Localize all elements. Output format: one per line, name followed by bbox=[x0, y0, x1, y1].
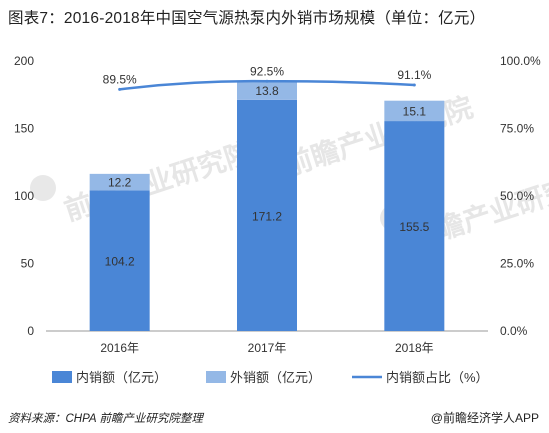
ratio-point bbox=[412, 83, 416, 87]
brand-credit: @前瞻经济学人APP bbox=[430, 411, 539, 425]
y-right-tick-label: 100.0% bbox=[500, 54, 541, 68]
data-label-ratio: 89.5% bbox=[103, 72, 137, 86]
data-label-domestic: 104.2 bbox=[105, 255, 135, 269]
bar-export bbox=[89, 173, 150, 191]
x-tick-label: 2018年 bbox=[395, 341, 434, 355]
data-label-domestic: 171.2 bbox=[252, 209, 282, 223]
bar-domestic bbox=[89, 190, 150, 331]
data-label-domestic: 155.5 bbox=[399, 220, 429, 234]
x-tick-label: 2016年 bbox=[100, 341, 139, 355]
ratio-point bbox=[265, 79, 269, 83]
data-label-ratio: 91.1% bbox=[397, 68, 431, 82]
data-label-export: 15.1 bbox=[403, 104, 427, 118]
data-label-ratio: 92.5% bbox=[250, 64, 284, 78]
legend-swatch-domestic bbox=[52, 371, 72, 383]
chart-title: 图表7：2016-2018年中国空气源热泵内外销市场规模（单位：亿元） bbox=[8, 10, 486, 27]
source-note: 资料来源：CHPA 前瞻产业研究院整理 bbox=[8, 413, 203, 425]
bar-export bbox=[384, 100, 445, 122]
data-label-export: 12.2 bbox=[108, 176, 132, 190]
bar-domestic bbox=[237, 99, 297, 331]
y-right-tick-label: 50.0% bbox=[500, 189, 534, 203]
y-left-tick-label: 0 bbox=[27, 324, 34, 338]
y-left-tick-label: 200 bbox=[14, 54, 34, 68]
bar-domestic bbox=[384, 121, 445, 331]
y-right-tick-label: 25.0% bbox=[500, 257, 534, 271]
y-right-tick-label: 0.0% bbox=[500, 324, 528, 338]
data-label-export: 13.8 bbox=[255, 84, 279, 98]
legend-label-export: 外销额（亿元） bbox=[230, 370, 321, 385]
legend-label-domestic: 内销额（亿元） bbox=[76, 370, 167, 385]
legend-swatch-export bbox=[206, 371, 226, 383]
y-left-tick-label: 50 bbox=[21, 257, 35, 271]
bar-export bbox=[237, 81, 297, 100]
y-left-tick-label: 100 bbox=[14, 189, 34, 203]
ratio-point bbox=[118, 87, 122, 91]
y-left-tick-label: 150 bbox=[14, 122, 34, 136]
y-right-tick-label: 75.0% bbox=[500, 122, 534, 136]
x-tick-label: 2017年 bbox=[248, 341, 287, 355]
legend-label-ratio: 内销额占比（%） bbox=[386, 370, 489, 385]
